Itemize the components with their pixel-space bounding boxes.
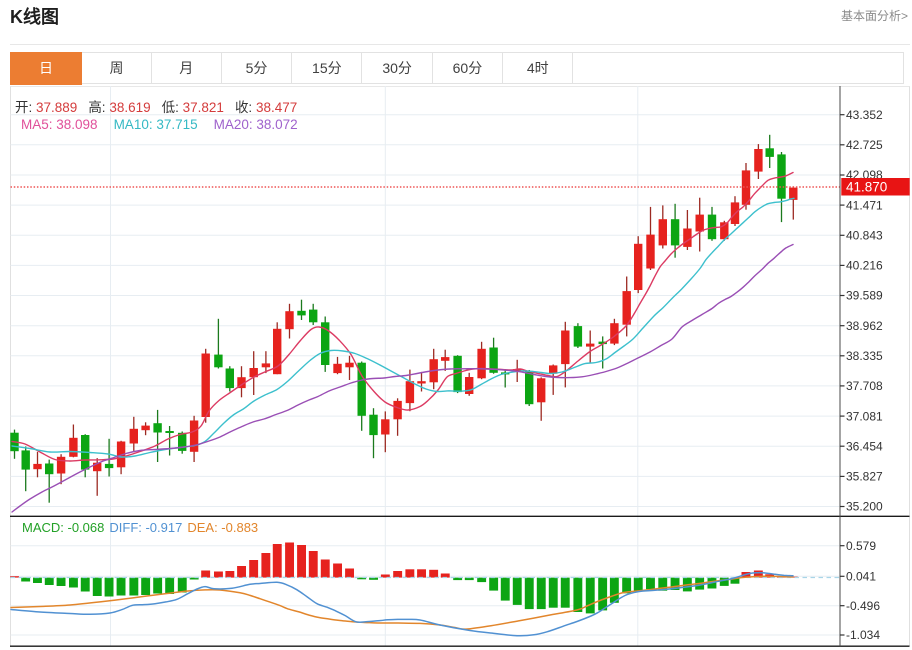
svg-text:-1.034: -1.034: [846, 628, 880, 642]
svg-text:0.579: 0.579: [846, 539, 876, 553]
svg-text:40.843: 40.843: [846, 229, 883, 243]
svg-text:41.471: 41.471: [846, 198, 883, 212]
svg-text:41.870: 41.870: [846, 179, 887, 194]
svg-text:0.041: 0.041: [846, 570, 876, 584]
svg-text:-0.496: -0.496: [846, 599, 880, 613]
svg-text:38.962: 38.962: [846, 319, 883, 333]
svg-text:37.708: 37.708: [846, 379, 883, 393]
svg-text:43.352: 43.352: [846, 108, 883, 122]
svg-text:36.454: 36.454: [846, 439, 883, 453]
svg-text:40.216: 40.216: [846, 259, 883, 273]
svg-text:38.335: 38.335: [846, 349, 883, 363]
svg-text:37.081: 37.081: [846, 409, 883, 423]
svg-text:35.827: 35.827: [846, 470, 883, 484]
svg-text:42.725: 42.725: [846, 138, 883, 152]
svg-text:39.589: 39.589: [846, 289, 883, 303]
svg-text:35.200: 35.200: [846, 500, 883, 514]
